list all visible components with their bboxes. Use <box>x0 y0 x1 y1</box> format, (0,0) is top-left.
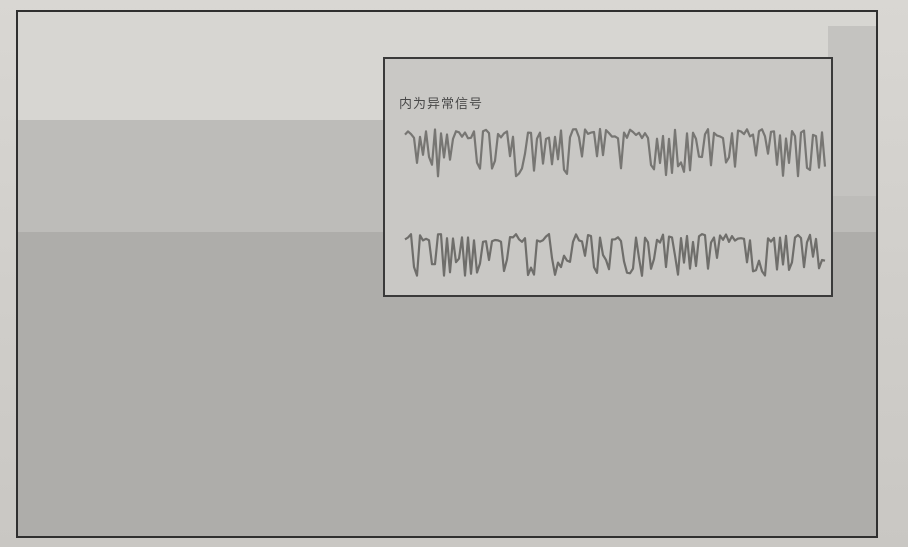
waveform-top <box>404 127 827 178</box>
signal-inset-panel: 内为异常信号 <box>383 57 833 297</box>
background-band-right <box>828 26 876 196</box>
inset-label: 内为异常信号 <box>399 97 484 112</box>
waveform-graphic <box>404 127 827 277</box>
screenshot-frame: 内为异常信号 <box>16 10 878 538</box>
waveform-bottom <box>404 233 826 277</box>
